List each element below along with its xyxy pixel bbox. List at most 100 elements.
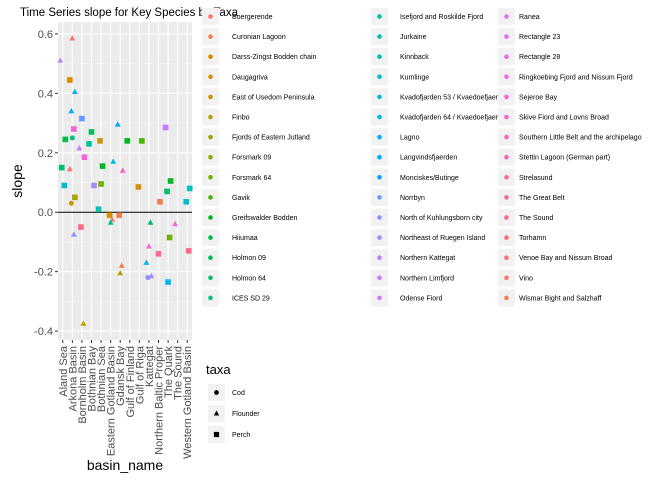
data-point <box>57 57 64 63</box>
data-point <box>166 234 173 241</box>
legend-label: Norrbyn <box>400 195 425 202</box>
legend-key-dot <box>208 255 213 260</box>
x-tick-label: Bothnian Bay <box>87 346 99 412</box>
x-tick-label: Northern Baltic Proper <box>154 346 166 455</box>
legend-label: The Sound <box>519 215 553 222</box>
data-point <box>68 107 75 114</box>
x-tick-label: Bothnian Sea <box>96 345 108 412</box>
data-point <box>155 251 162 257</box>
y-tick-label: 0.4 <box>38 88 53 100</box>
x-tick-label: The Quark <box>163 346 175 398</box>
legend-key-dot <box>377 54 382 59</box>
data-point <box>70 231 77 237</box>
legend-label: Ringkoebing Fjord and Nissum Fjord <box>519 74 633 81</box>
data-point <box>164 188 170 195</box>
legend-key-dot <box>377 195 382 200</box>
data-point <box>124 138 131 144</box>
data-point <box>186 185 193 192</box>
legend-label: Forsmark 09 <box>232 155 271 162</box>
y-tick-label: -0.2 <box>34 267 53 279</box>
data-point <box>68 200 74 206</box>
data-point <box>145 275 151 281</box>
data-point <box>162 124 169 131</box>
legend-label: East of Usedom Peninsula <box>232 94 315 101</box>
data-point <box>167 178 174 184</box>
data-point <box>157 199 163 205</box>
legend-key-dot <box>504 275 509 281</box>
legend-label: Venoe Bay and Nissum Broad <box>519 255 612 262</box>
data-point <box>86 141 92 147</box>
data-point <box>81 154 88 161</box>
legend-key-dot <box>504 215 509 220</box>
y-tick-label: 0.2 <box>38 148 53 160</box>
legend-key-dot <box>504 175 509 180</box>
data-point <box>185 248 192 254</box>
legend-key-dot <box>208 14 213 19</box>
legend-key-dot <box>504 154 509 160</box>
data-point <box>71 88 78 94</box>
data-point <box>61 182 68 189</box>
legend-label: Daugagriva <box>232 74 268 81</box>
legend-label: North of Kuhlungsborn city <box>400 215 483 222</box>
legend-key-dot <box>208 134 213 140</box>
x-tick-label: Bornholm Basin <box>77 346 89 424</box>
taxa-legend: taxa Cod Flounder Perch <box>206 362 260 443</box>
taxa-legend-label: Flounder <box>232 411 260 418</box>
legend-key-dot <box>504 255 509 260</box>
legend-label: Boergerende <box>232 14 273 21</box>
data-point <box>118 262 125 268</box>
data-point <box>135 184 142 190</box>
data-point <box>172 220 179 227</box>
x-axis-title: basin_name <box>87 457 163 473</box>
data-point <box>119 167 126 173</box>
legend-label: Skive Fiord and Lovns Broad <box>519 115 609 122</box>
legend-key-dot <box>504 114 509 120</box>
data-point <box>62 136 69 143</box>
legend-label: Gavik <box>232 195 250 202</box>
data-point <box>139 138 145 144</box>
data-point <box>58 164 65 171</box>
legend-key-dot <box>208 54 213 59</box>
legend-key-dot <box>208 275 213 281</box>
legend-key-dot <box>377 154 382 160</box>
legend-key-dot <box>208 94 213 100</box>
legend-label: Stettin Lagoon (German part) <box>519 155 610 162</box>
data-point <box>98 181 104 187</box>
legend-key-dot <box>377 255 382 260</box>
data-point <box>165 279 171 285</box>
data-point <box>117 269 124 276</box>
legend-label: Jurkaine <box>400 34 427 41</box>
legend-key-dot <box>504 295 509 301</box>
legend-label: Finbo <box>232 115 250 122</box>
data-point <box>97 138 103 144</box>
legend-key-dot <box>504 34 509 39</box>
taxa-legend-label: Cod <box>232 390 245 397</box>
legend-label: Monciskes/Butinge <box>400 175 459 182</box>
legend-key-dot <box>377 114 382 120</box>
legend-key-dot <box>208 235 213 240</box>
legend-label: Curonian Lagoon <box>232 34 286 41</box>
taxa-key-shape <box>214 390 219 395</box>
legend-label: Rectangle 23 <box>519 34 560 41</box>
legend-label: Northern Limfjord <box>400 275 454 282</box>
data-point <box>80 320 87 326</box>
legend-label: Kumlinge <box>400 74 429 81</box>
legend-key-dot <box>208 215 213 220</box>
y-tick-label: 0.6 <box>38 29 53 41</box>
legend-label: Hiiumaa <box>232 235 258 242</box>
data-point <box>66 165 73 172</box>
data-point <box>69 135 75 141</box>
legend-key-dot <box>504 94 509 100</box>
legend-key-dot <box>377 275 382 281</box>
x-tick-label: Western Gotland Basin <box>182 346 194 459</box>
data-point <box>116 212 123 218</box>
y-axis-title: slope <box>9 164 25 198</box>
y-axis: -0.4 -0.2 0.0 0.2 0.4 0.6 <box>34 29 58 338</box>
data-point <box>114 121 121 127</box>
legend-label: Holmon 64 <box>232 275 266 282</box>
legend-key-dot <box>377 235 382 240</box>
legend-key-dot <box>377 295 382 301</box>
legend-key-dot <box>377 134 382 140</box>
